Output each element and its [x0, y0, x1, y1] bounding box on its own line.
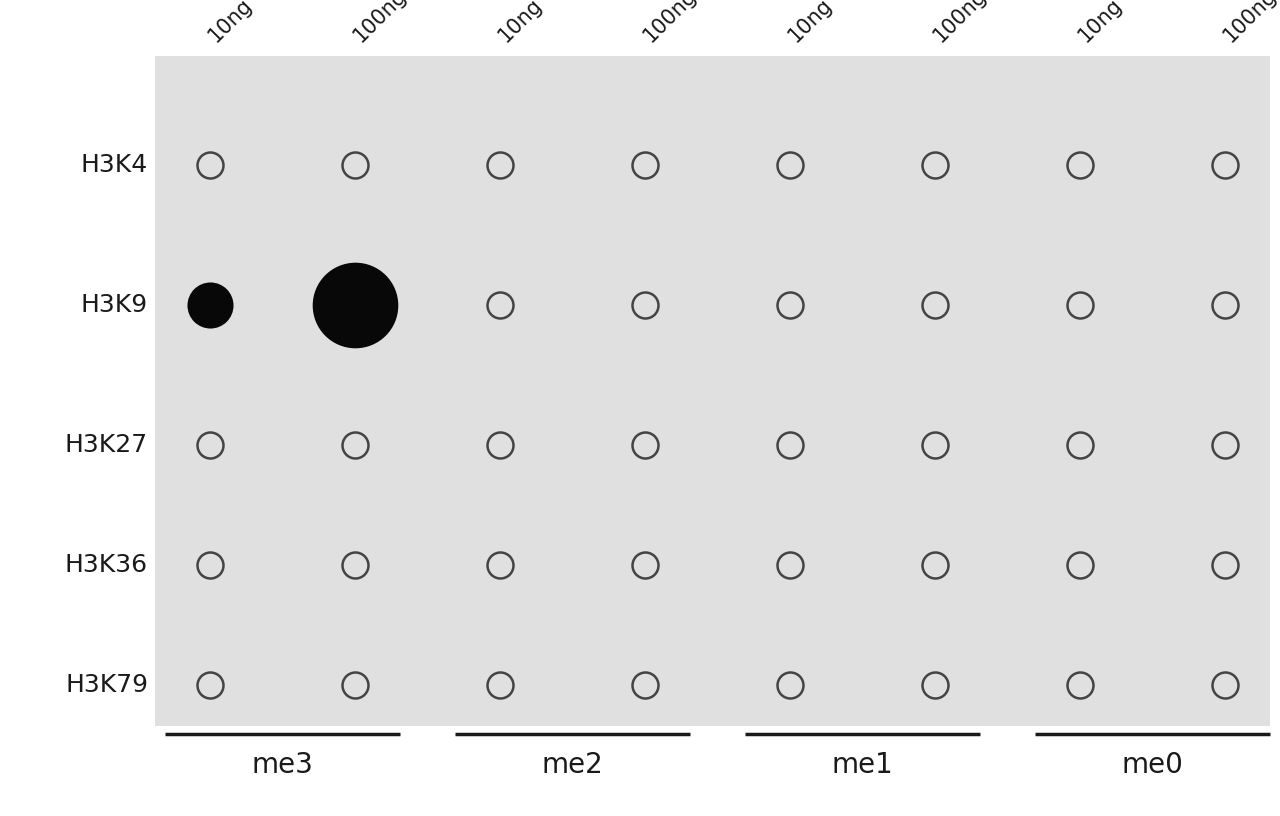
Text: 10ng: 10ng	[495, 0, 547, 46]
Point	[780, 678, 800, 691]
Text: H3K27: H3K27	[65, 433, 148, 457]
Text: 100ng: 100ng	[349, 0, 411, 46]
Point	[200, 558, 220, 571]
Point	[1215, 158, 1235, 171]
Point	[490, 678, 511, 691]
Point	[1215, 438, 1235, 451]
Point	[490, 158, 511, 171]
Text: me3: me3	[251, 751, 312, 779]
Text: me0: me0	[1121, 751, 1183, 779]
Point	[924, 299, 945, 312]
Point	[200, 438, 220, 451]
Text: H3K9: H3K9	[81, 293, 148, 317]
Point	[344, 678, 365, 691]
Text: 100ng: 100ng	[640, 0, 701, 46]
Point	[490, 438, 511, 451]
Point	[344, 438, 365, 451]
Text: H3K36: H3K36	[65, 553, 148, 577]
Text: me1: me1	[831, 751, 893, 779]
Point	[635, 678, 655, 691]
Point	[635, 158, 655, 171]
Text: 100ng: 100ng	[931, 0, 991, 46]
Point	[1070, 678, 1091, 691]
Point	[635, 558, 655, 571]
Text: H3K4: H3K4	[81, 153, 148, 177]
Point	[780, 558, 800, 571]
Text: 10ng: 10ng	[1075, 0, 1126, 46]
Point	[635, 438, 655, 451]
Point	[1070, 438, 1091, 451]
Point	[490, 558, 511, 571]
Point	[1070, 558, 1091, 571]
Point	[344, 558, 365, 571]
Text: H3K79: H3K79	[65, 673, 148, 697]
Point	[1070, 158, 1091, 171]
Bar	[155, 56, 1270, 726]
Point	[924, 558, 945, 571]
Text: 10ng: 10ng	[785, 0, 837, 46]
Text: me2: me2	[541, 751, 603, 779]
Point	[780, 158, 800, 171]
Point	[1215, 678, 1235, 691]
Text: 10ng: 10ng	[205, 0, 256, 46]
Point	[200, 158, 220, 171]
Point	[200, 678, 220, 691]
Point	[200, 299, 220, 312]
Point	[780, 438, 800, 451]
Point	[780, 299, 800, 312]
Point	[635, 299, 655, 312]
Point	[1070, 299, 1091, 312]
Point	[344, 299, 365, 312]
Point	[344, 158, 365, 171]
Point	[1215, 558, 1235, 571]
Point	[924, 158, 945, 171]
Text: 100ng: 100ng	[1220, 0, 1280, 46]
Point	[924, 438, 945, 451]
Point	[924, 678, 945, 691]
Point	[490, 299, 511, 312]
Point	[1215, 299, 1235, 312]
